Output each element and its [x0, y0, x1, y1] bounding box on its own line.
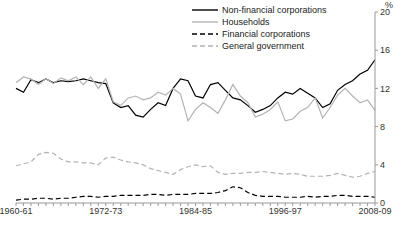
svg-text:12: 12	[380, 84, 389, 94]
svg-text:0: 0	[380, 198, 385, 208]
svg-text:16: 16	[380, 45, 389, 55]
svg-text:1960-61: 1960-61	[8, 206, 33, 216]
svg-text:1984-85: 1984-85	[179, 206, 212, 216]
html-text:Non-financial corporations: Non-financial corporations	[222, 5, 327, 15]
html-text:General government: General government	[222, 41, 304, 51]
html-text:Households: Households	[222, 17, 270, 27]
svg-text:8: 8	[380, 122, 385, 132]
svg-text:4: 4	[380, 160, 385, 170]
html-text:Financial corporations: Financial corporations	[222, 29, 310, 39]
svg-text:1996-97: 1996-97	[269, 206, 302, 216]
svg-text:1972-73: 1972-73	[89, 206, 122, 216]
